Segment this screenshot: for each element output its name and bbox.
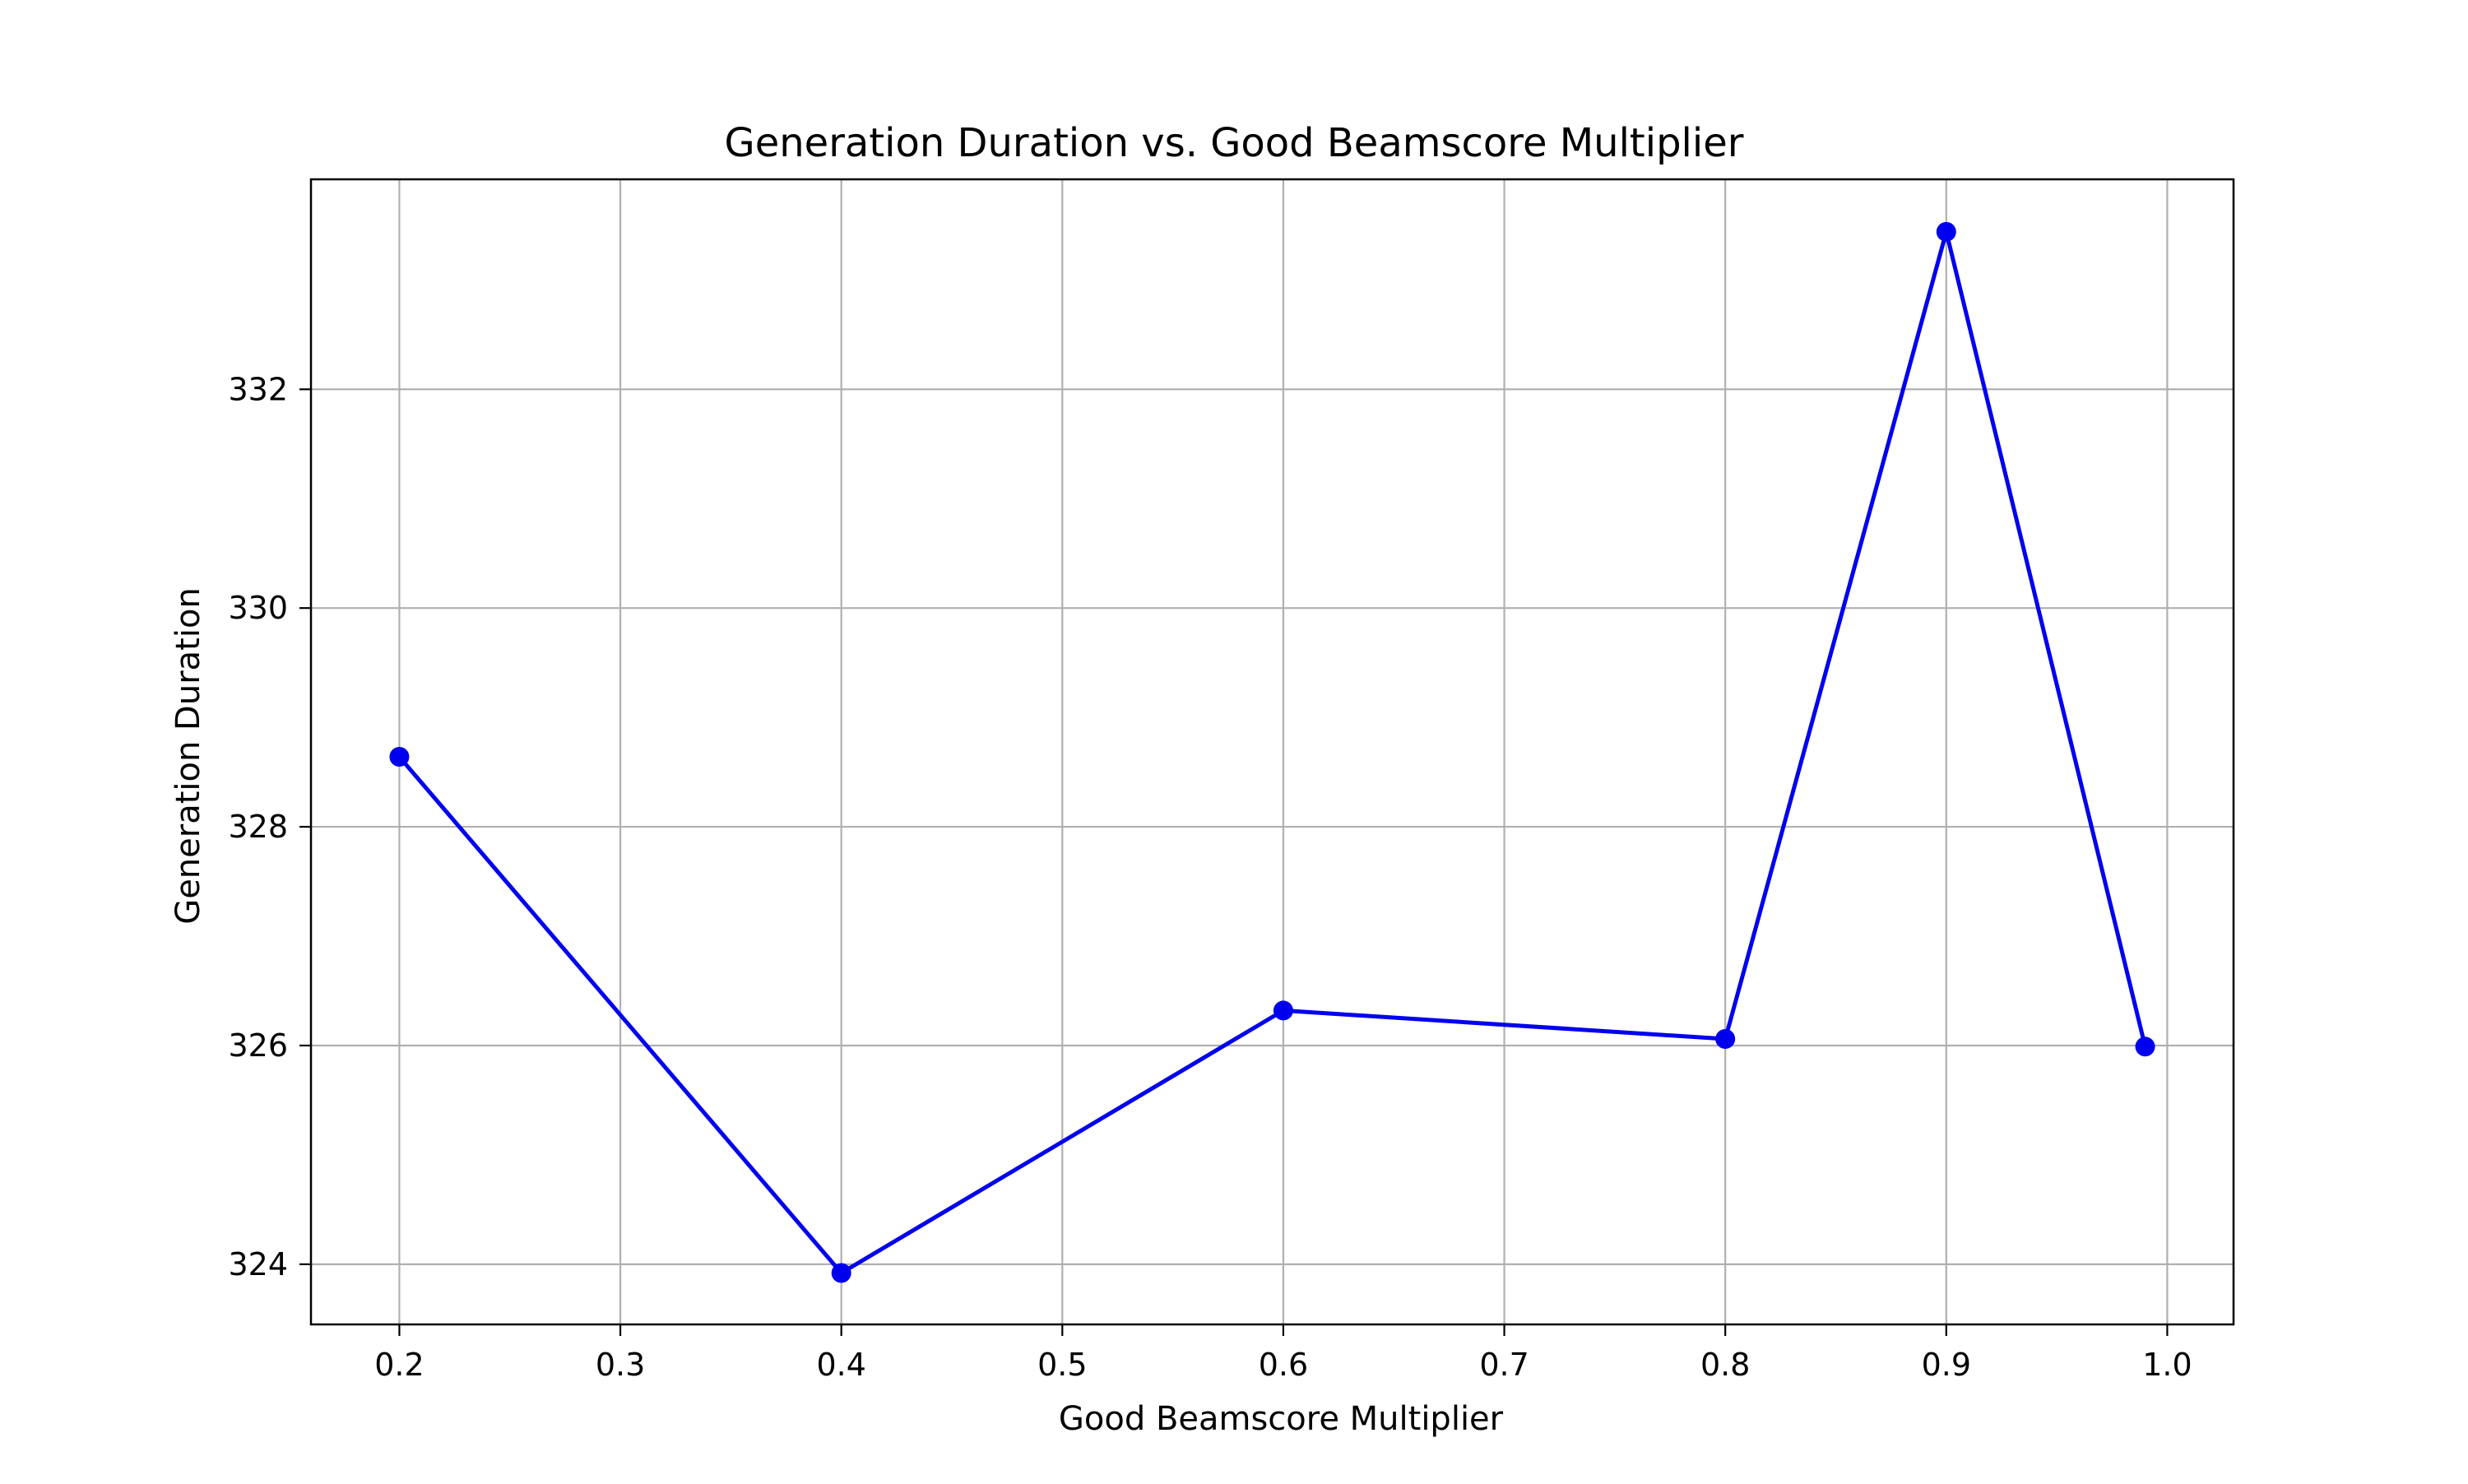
x-tick-label: 0.7 [1479,1347,1529,1383]
grid-lines [311,179,2234,1324]
y-axis-label: Generation Duration [169,587,207,925]
x-tick-label: 0.5 [1037,1347,1087,1383]
y-tick-label: 328 [228,809,288,845]
data-point [831,1263,851,1283]
y-tick-label: 330 [228,590,288,626]
chart-title: Generation Duration vs. Good Beamscore M… [725,120,1744,166]
x-axis-label: Good Beamscore Multiplier [1059,1400,1504,1438]
x-tick-label: 0.3 [596,1347,645,1383]
x-tick-label: 0.2 [374,1347,424,1383]
series-line [397,230,2148,1275]
y-tick-label: 326 [228,1027,288,1064]
x-tick-label: 0.4 [816,1347,865,1383]
x-tick-label: 0.6 [1259,1347,1308,1383]
x-tick-label: 0.8 [1700,1347,1750,1383]
data-point [389,746,410,767]
x-tick-label: 1.0 [2142,1347,2192,1383]
data-point [1715,1028,1736,1049]
y-tick-label: 324 [228,1246,288,1282]
x-tick-label: 0.9 [1922,1347,1971,1383]
y-tick-label: 332 [228,371,288,407]
plot-frame [309,178,2235,1326]
data-point [1273,1000,1293,1021]
data-point [1936,221,1956,242]
axis-ticks: 0.2 0.3 0.4 0.5 0.6 0.7 0.8 0.9 1.0 324 326 328 330 3… [228,371,2192,1383]
series-layer [389,221,2155,1283]
data-point [2135,1036,2155,1057]
